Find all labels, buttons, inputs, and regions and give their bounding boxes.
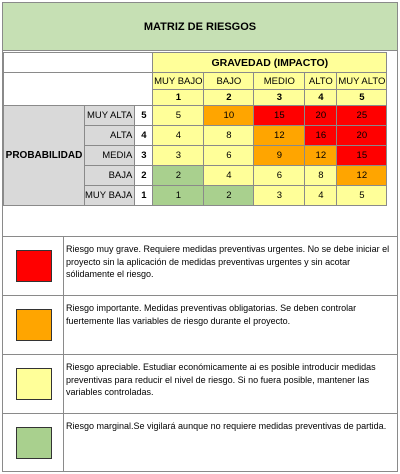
- severity-level-number: 1: [152, 89, 205, 106]
- legend-color-swatch: [16, 368, 52, 400]
- corner-blank: [2, 72, 154, 106]
- severity-level-number: 3: [253, 89, 306, 106]
- risk-cell: 12: [336, 165, 388, 186]
- severity-level-label: BAJO: [203, 72, 255, 90]
- probability-level-number: 2: [134, 165, 154, 186]
- corner-blank: [2, 52, 154, 73]
- risk-cell: 9: [253, 145, 306, 166]
- legend-color-swatch: [16, 250, 52, 282]
- legend-color-swatch: [16, 427, 52, 459]
- risk-cell: 12: [253, 125, 306, 146]
- risk-cell: 25: [336, 105, 388, 126]
- legend-swatch-cell: [3, 237, 64, 295]
- risk-cell: 1: [152, 185, 205, 206]
- risk-cell: 16: [304, 125, 338, 146]
- risk-cell: 8: [304, 165, 338, 186]
- risk-cell: 2: [203, 185, 255, 206]
- risk-cell: 5: [152, 105, 205, 126]
- probability-level-label: MEDIA: [83, 145, 136, 166]
- severity-level-number: 4: [304, 89, 338, 106]
- severity-level-number: 5: [336, 89, 388, 106]
- severity-header: GRAVEDAD (IMPACTO): [152, 52, 388, 73]
- risk-cell: 4: [304, 185, 338, 206]
- risk-cell: 12: [304, 145, 338, 166]
- legend-color-swatch: [16, 309, 52, 341]
- risk-cell: 4: [203, 165, 255, 186]
- probability-level-label: BAJA: [83, 165, 136, 186]
- risk-cell: 2: [152, 165, 205, 186]
- risk-cell: 8: [203, 125, 255, 146]
- probability-level-number: 5: [134, 105, 154, 126]
- probability-level-label: MUY ALTA: [83, 105, 136, 126]
- legend-swatch-cell: [3, 355, 64, 413]
- probability-level-number: 1: [134, 185, 154, 206]
- severity-level-label: MUY BAJO: [152, 72, 205, 90]
- risk-cell: 5: [336, 185, 388, 206]
- legend-row: Riesgo importante. Medidas preventivas o…: [3, 295, 397, 354]
- probability-level-number: 3: [134, 145, 154, 166]
- risk-cell: 4: [152, 125, 205, 146]
- legend-row: Riesgo muy grave. Requiere medidas preve…: [3, 236, 397, 295]
- severity-level-label: MUY ALTO: [336, 72, 388, 90]
- legend-row: Riesgo marginal.Se vigilará aunque no re…: [3, 413, 397, 472]
- risk-cell: 15: [336, 145, 388, 166]
- risk-cell: 20: [336, 125, 388, 146]
- probability-level-label: ALTA: [83, 125, 136, 146]
- legend-row: Riesgo apreciable. Estudiar económicamen…: [3, 354, 397, 413]
- severity-level-label: MEDIO: [253, 72, 306, 90]
- risk-cell: 10: [203, 105, 255, 126]
- legend-description: Riesgo importante. Medidas preventivas o…: [66, 303, 357, 326]
- risk-cell: 15: [253, 105, 306, 126]
- probability-level-label: MUY BAJA: [83, 185, 136, 206]
- legend-description: Riesgo apreciable. Estudiar económicamen…: [66, 362, 376, 397]
- risk-cell: 20: [304, 105, 338, 126]
- severity-level-number: 2: [203, 89, 255, 106]
- risk-matrix-table: GRAVEDAD (IMPACTO) MUY BAJO BAJO MEDIO ALTO M…: [2, 52, 388, 206]
- legend-description: Riesgo marginal.Se vigilará aunque no re…: [66, 421, 387, 431]
- probability-header: PROBABILIDAD: [3, 105, 85, 206]
- probability-level-number: 4: [134, 125, 154, 146]
- legend-swatch-cell: [3, 296, 64, 354]
- page-title: MATRIZ DE RIESGOS: [3, 3, 397, 51]
- legend-swatch-cell: [3, 414, 64, 472]
- severity-level-label: ALTO: [304, 72, 338, 90]
- risk-legend: Riesgo muy grave. Requiere medidas preve…: [3, 236, 397, 472]
- risk-cell: 6: [203, 145, 255, 166]
- risk-cell: 6: [253, 165, 306, 186]
- risk-cell: 3: [253, 185, 306, 206]
- legend-description: Riesgo muy grave. Requiere medidas preve…: [66, 244, 390, 279]
- risk-cell: 3: [152, 145, 205, 166]
